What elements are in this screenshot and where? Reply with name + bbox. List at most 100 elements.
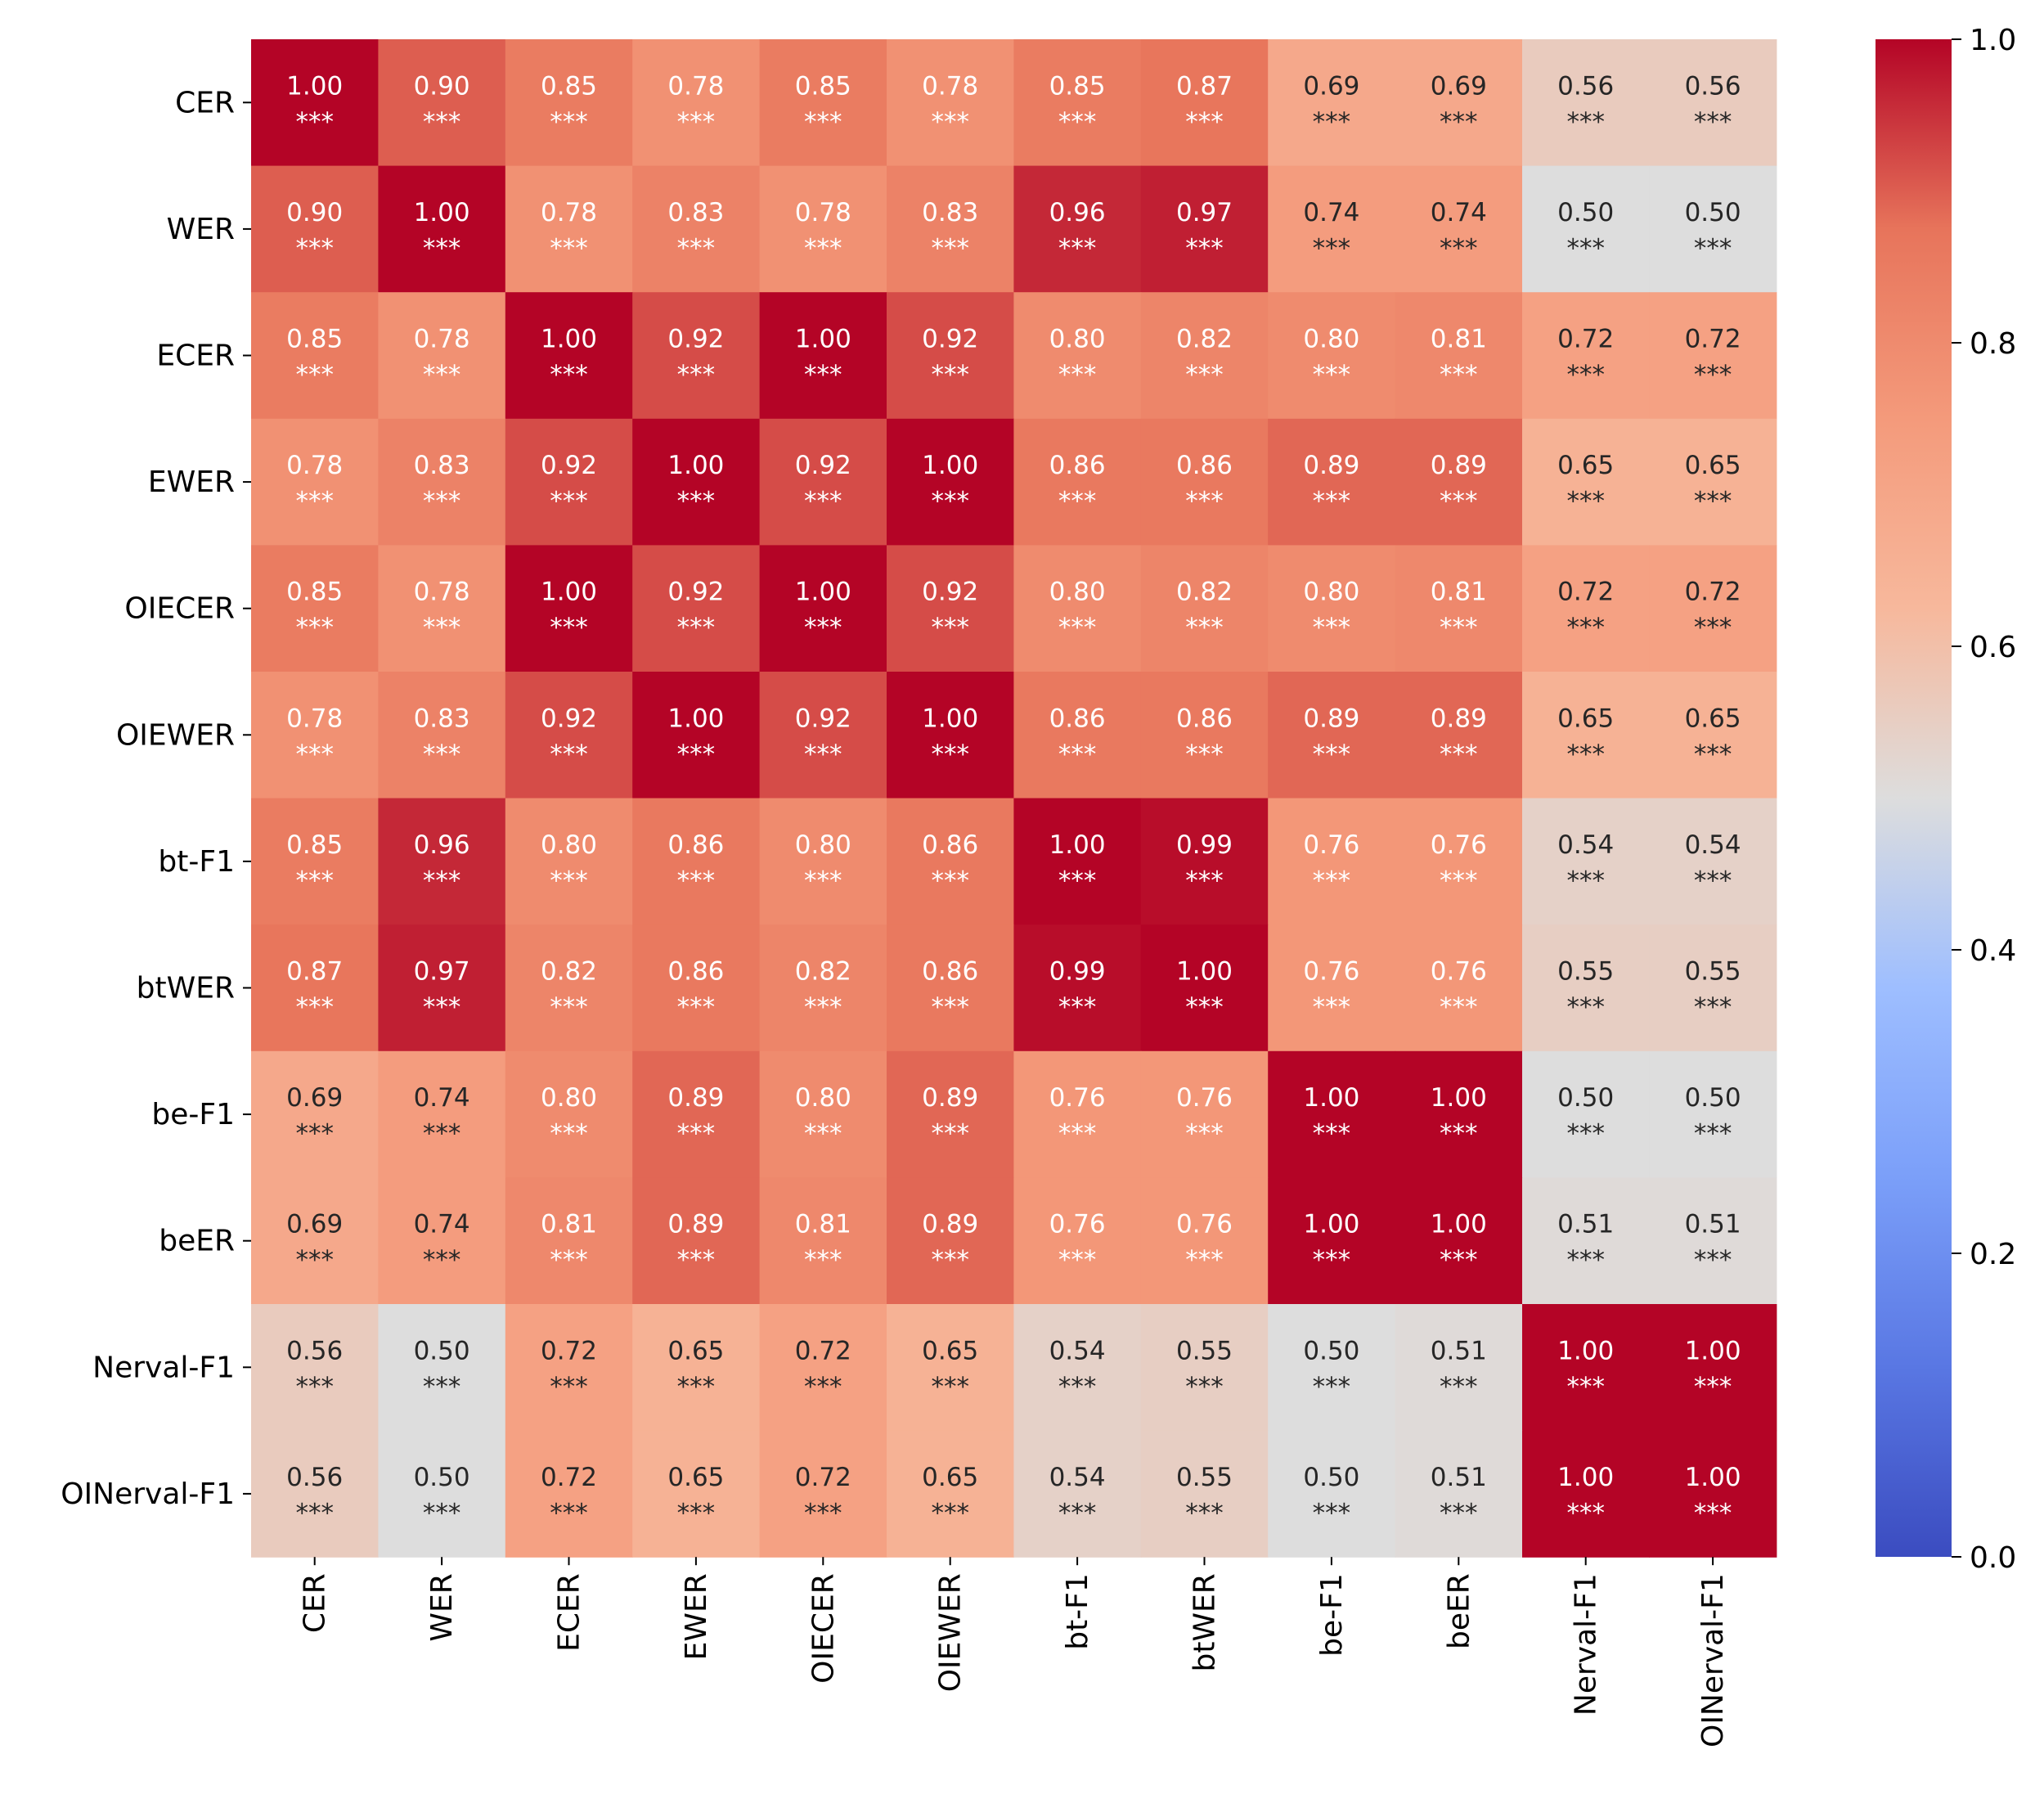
cell-value-label: 1.00 bbox=[1303, 1210, 1359, 1239]
cell-significance-label: *** bbox=[550, 361, 588, 390]
heatmap-cell-EWER-WER bbox=[378, 418, 506, 546]
cell-value-label: 0.89 bbox=[922, 1083, 978, 1113]
heatmap-cell-bt-F1-beER bbox=[1395, 798, 1523, 925]
cell-value-label: 0.54 bbox=[1557, 830, 1614, 860]
heatmap-cell-EWER-OIEWER bbox=[887, 418, 1014, 546]
cell-value-label: 0.87 bbox=[286, 957, 343, 987]
heatmap-cell-CER-OINerval-F1 bbox=[1649, 39, 1777, 167]
cell-significance-label: *** bbox=[931, 487, 969, 516]
heatmap-cell-beER-OINerval-F1 bbox=[1649, 1177, 1777, 1305]
x-tick-label: be-F1 bbox=[1315, 1573, 1349, 1657]
cell-significance-label: *** bbox=[550, 234, 588, 263]
cell-value-label: 0.76 bbox=[1176, 1083, 1233, 1113]
colorbar-tick-label: 0.8 bbox=[1970, 327, 2016, 361]
cell-value-label: 0.76 bbox=[1431, 830, 1487, 860]
cell-significance-label: *** bbox=[677, 993, 716, 1023]
cell-value-label: 0.86 bbox=[922, 957, 978, 987]
cell-significance-label: *** bbox=[1185, 993, 1224, 1023]
cell-value-label: 0.51 bbox=[1431, 1336, 1487, 1365]
cell-significance-label: *** bbox=[1566, 234, 1605, 263]
heatmap-cell-OIEWER-ECER bbox=[505, 672, 633, 799]
cell-value-label: 0.85 bbox=[1049, 71, 1106, 101]
cell-value-label: 0.83 bbox=[414, 451, 470, 480]
cell-value-label: 0.74 bbox=[1303, 198, 1359, 227]
heatmap-cell-OINerval-F1-CER bbox=[251, 1430, 379, 1558]
cell-value-label: 0.97 bbox=[1176, 198, 1233, 227]
cell-significance-label: *** bbox=[1185, 1372, 1224, 1401]
cell-value-label: 0.92 bbox=[667, 578, 724, 607]
heatmap-cell-ECER-OIECER bbox=[759, 292, 887, 420]
heatmap-cell-OIEWER-be-F1 bbox=[1268, 672, 1396, 799]
cell-value-label: 0.90 bbox=[414, 71, 470, 101]
cell-significance-label: *** bbox=[295, 1119, 334, 1149]
cell-value-label: 0.89 bbox=[667, 1083, 724, 1113]
cell-significance-label: *** bbox=[804, 1372, 842, 1401]
heatmap-cell-be-F1-WER bbox=[378, 1050, 506, 1178]
cell-significance-label: *** bbox=[1440, 487, 1478, 516]
cell-value-label: 0.65 bbox=[1685, 704, 1741, 733]
cell-significance-label: *** bbox=[931, 1499, 969, 1528]
cell-value-label: 0.74 bbox=[414, 1083, 470, 1113]
heatmap-cell-ECER-btWER bbox=[1140, 292, 1269, 420]
cell-significance-label: *** bbox=[1313, 993, 1351, 1023]
heatmap-cell-OIECER-bt-F1 bbox=[1013, 545, 1142, 672]
cell-value-label: 1.00 bbox=[1431, 1210, 1487, 1239]
heatmap-cell-be-F1-EWER bbox=[632, 1050, 761, 1178]
cell-significance-label: *** bbox=[1440, 993, 1478, 1023]
cell-significance-label: *** bbox=[295, 740, 334, 769]
heatmap-cell-OIECER-ECER bbox=[505, 545, 633, 672]
heatmap-cell-CER-OIECER bbox=[759, 39, 887, 167]
cell-significance-label: *** bbox=[1185, 234, 1224, 263]
heatmap-cell-OINerval-F1-OIECER bbox=[759, 1430, 887, 1558]
cell-value-label: 0.78 bbox=[667, 71, 724, 101]
heatmap-cell-OINerval-F1-OINerval-F1 bbox=[1649, 1430, 1777, 1558]
heatmap-cell-be-F1-ECER bbox=[505, 1050, 633, 1178]
cell-significance-label: *** bbox=[931, 866, 969, 896]
heatmap-cell-btWER-btWER bbox=[1140, 924, 1269, 1052]
heatmap-cell-beER-be-F1 bbox=[1268, 1177, 1396, 1305]
cell-significance-label: *** bbox=[423, 487, 461, 516]
cell-significance-label: *** bbox=[1313, 866, 1351, 896]
cell-significance-label: *** bbox=[804, 993, 842, 1023]
cell-value-label: 1.00 bbox=[922, 704, 978, 733]
heatmap-cell-btWER-WER bbox=[378, 924, 506, 1052]
heatmap-cell-EWER-OIECER bbox=[759, 418, 887, 546]
cell-value-label: 0.50 bbox=[1557, 1083, 1614, 1113]
x-tick-label: bt-F1 bbox=[1061, 1573, 1094, 1650]
cell-value-label: 0.54 bbox=[1049, 1463, 1106, 1492]
cell-value-label: 0.92 bbox=[922, 578, 978, 607]
heatmap-cell-WER-OINerval-F1 bbox=[1649, 165, 1777, 293]
cell-significance-label: *** bbox=[931, 740, 969, 769]
cell-value-label: 0.76 bbox=[1431, 957, 1487, 987]
heatmap-cell-bt-F1-WER bbox=[378, 798, 506, 925]
cell-significance-label: *** bbox=[423, 234, 461, 263]
x-tick-label: btWER bbox=[1188, 1573, 1222, 1671]
cell-value-label: 0.65 bbox=[667, 1463, 724, 1492]
heatmap-cell-bt-F1-CER bbox=[251, 798, 379, 925]
cell-significance-label: *** bbox=[1313, 1499, 1351, 1528]
cell-significance-label: *** bbox=[423, 1372, 461, 1401]
heatmap-cell-WER-CER bbox=[251, 165, 379, 293]
cell-value-label: 0.50 bbox=[1685, 198, 1741, 227]
cell-significance-label: *** bbox=[1058, 487, 1097, 516]
cell-significance-label: *** bbox=[804, 1246, 842, 1275]
cell-significance-label: *** bbox=[1566, 487, 1605, 516]
heatmap-cell-EWER-bt-F1 bbox=[1013, 418, 1142, 546]
heatmap-cell-btWER-OIECER bbox=[759, 924, 887, 1052]
cell-value-label: 0.85 bbox=[286, 578, 343, 607]
heatmap-cell-OINerval-F1-btWER bbox=[1140, 1430, 1269, 1558]
cell-significance-label: *** bbox=[1694, 1119, 1732, 1149]
cell-significance-label: *** bbox=[550, 740, 588, 769]
colorbar-gradient bbox=[1876, 39, 1952, 1557]
cell-significance-label: *** bbox=[1185, 614, 1224, 643]
cell-significance-label: *** bbox=[1440, 234, 1478, 263]
heatmap-cell-beER-WER bbox=[378, 1177, 506, 1305]
cell-significance-label: *** bbox=[295, 234, 334, 263]
cell-significance-label: *** bbox=[423, 1499, 461, 1528]
cell-significance-label: *** bbox=[1694, 487, 1732, 516]
cell-value-label: 0.81 bbox=[1431, 325, 1487, 354]
cell-significance-label: *** bbox=[423, 1119, 461, 1149]
heatmap-cell-bt-F1-bt-F1 bbox=[1013, 798, 1142, 925]
heatmap-cell-ECER-WER bbox=[378, 292, 506, 420]
cell-annotations: 1.00 *** 0.90 *** 0.85 *** 0.78 *** 0.85 *** 0.78 *… bbox=[286, 71, 1741, 1528]
